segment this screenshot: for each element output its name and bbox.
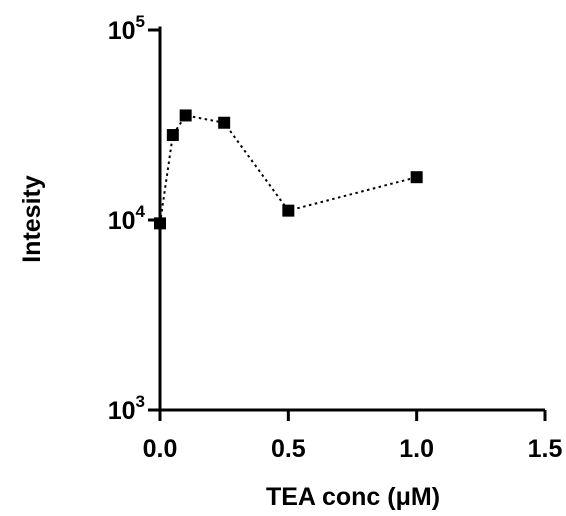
data-point-marker (410, 171, 423, 184)
x-tick-label: 1.0 (399, 435, 434, 463)
series-layer (154, 109, 423, 230)
data-point-marker (179, 109, 192, 122)
data-point-marker (154, 217, 166, 230)
y-tick-label: 104 (108, 202, 146, 235)
labels-layer: TEA conc (μM) Intesity (18, 175, 440, 511)
x-axis-title: TEA conc (μM) (266, 483, 440, 511)
data-point-marker (282, 204, 295, 217)
data-point-marker (166, 129, 179, 142)
x-tick-label: 0.5 (271, 435, 306, 463)
axes-layer: 0.0 0.5 1.0 1.5 103 104 105 (108, 12, 563, 463)
x-tick-label: 1.5 (528, 435, 563, 463)
data-point-marker (218, 116, 231, 129)
series-line (159, 114, 417, 224)
y-tick-label: 105 (108, 12, 145, 45)
y-axis-title: Intesity (18, 175, 46, 263)
y-tick-label: 103 (108, 392, 145, 425)
x-tick-label: 0.0 (143, 435, 178, 463)
